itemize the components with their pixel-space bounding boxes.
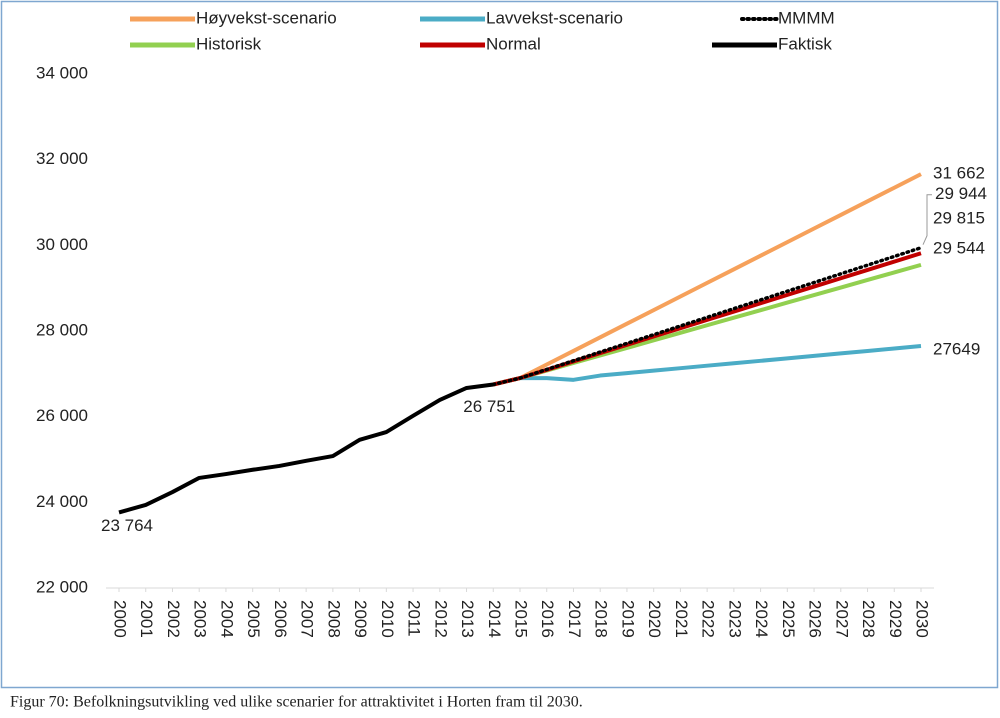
data-label: 29 544	[933, 238, 985, 257]
legend-label: Høyvekst-scenario	[196, 8, 337, 27]
x-tick-label: 2001	[137, 600, 156, 638]
x-tick-label: 2021	[672, 600, 691, 638]
y-tick-label: 32 000	[36, 149, 88, 168]
y-tick-label: 22 000	[36, 577, 88, 596]
series-line	[118, 382, 494, 515]
x-tick-label: 2015	[512, 600, 531, 638]
y-tick-label: 34 000	[36, 63, 88, 82]
series-line	[492, 172, 922, 387]
x-tick-label: 2019	[618, 600, 637, 638]
legend-label: Lavvekst-scenario	[486, 8, 623, 27]
x-tick-label: 2005	[244, 600, 263, 638]
x-tick-label: 2002	[164, 600, 183, 638]
legend-label: Faktisk	[778, 34, 832, 53]
x-tick-label: 2011	[405, 600, 424, 637]
x-tick-label: 2016	[538, 600, 557, 638]
x-tick-label: 2027	[832, 600, 851, 638]
legend-label: Historisk	[196, 34, 262, 53]
x-tick-label: 2017	[565, 600, 584, 638]
chart-frame	[0, 0, 999, 689]
x-tick-label: 2025	[779, 600, 798, 638]
legend-label: Normal	[486, 34, 541, 53]
x-tick-label: 2030	[913, 600, 932, 638]
data-label: 26 751	[463, 397, 515, 416]
x-tick-label: 2013	[458, 600, 477, 638]
x-tick-label: 2003	[191, 600, 210, 638]
data-label: 31 662	[933, 164, 985, 183]
x-tick-label: 2014	[485, 600, 504, 638]
x-tick-label: 2004	[217, 600, 236, 638]
x-tick-label: 2000	[111, 600, 130, 638]
x-tick-label: 2022	[699, 600, 718, 638]
x-tick-label: 2008	[324, 600, 343, 638]
x-tick-label: 2007	[298, 600, 317, 638]
x-tick-label: 2024	[752, 600, 771, 638]
x-tick-label: 2023	[725, 600, 744, 638]
x-tick-label: 2028	[859, 600, 878, 638]
caption: Figur 70: Befolkningsutvikling ved ulike…	[10, 694, 583, 711]
y-tick-label: 30 000	[36, 235, 88, 254]
x-tick-label: 2009	[351, 600, 370, 638]
x-tick-label: 2010	[378, 600, 397, 638]
y-tick-label: 24 000	[36, 492, 88, 511]
x-tick-label: 2029	[886, 600, 905, 638]
x-tick-label: 2026	[806, 600, 825, 638]
data-label: 23 764	[101, 516, 153, 535]
series-line	[492, 344, 922, 387]
data-label: 27649	[933, 340, 980, 359]
legend-label: MMMM	[778, 8, 835, 27]
leader-line	[922, 194, 932, 245]
data-label: 29 944	[935, 184, 987, 203]
y-tick-label: 26 000	[36, 406, 88, 425]
x-tick-label: 2006	[271, 600, 290, 638]
data-label: 29 815	[933, 209, 985, 228]
y-tick-label: 28 000	[36, 320, 88, 339]
x-tick-label: 2018	[592, 600, 611, 638]
x-tick-label: 2012	[431, 600, 450, 638]
series-line	[491, 245, 923, 387]
x-tick-label: 2020	[645, 600, 664, 638]
